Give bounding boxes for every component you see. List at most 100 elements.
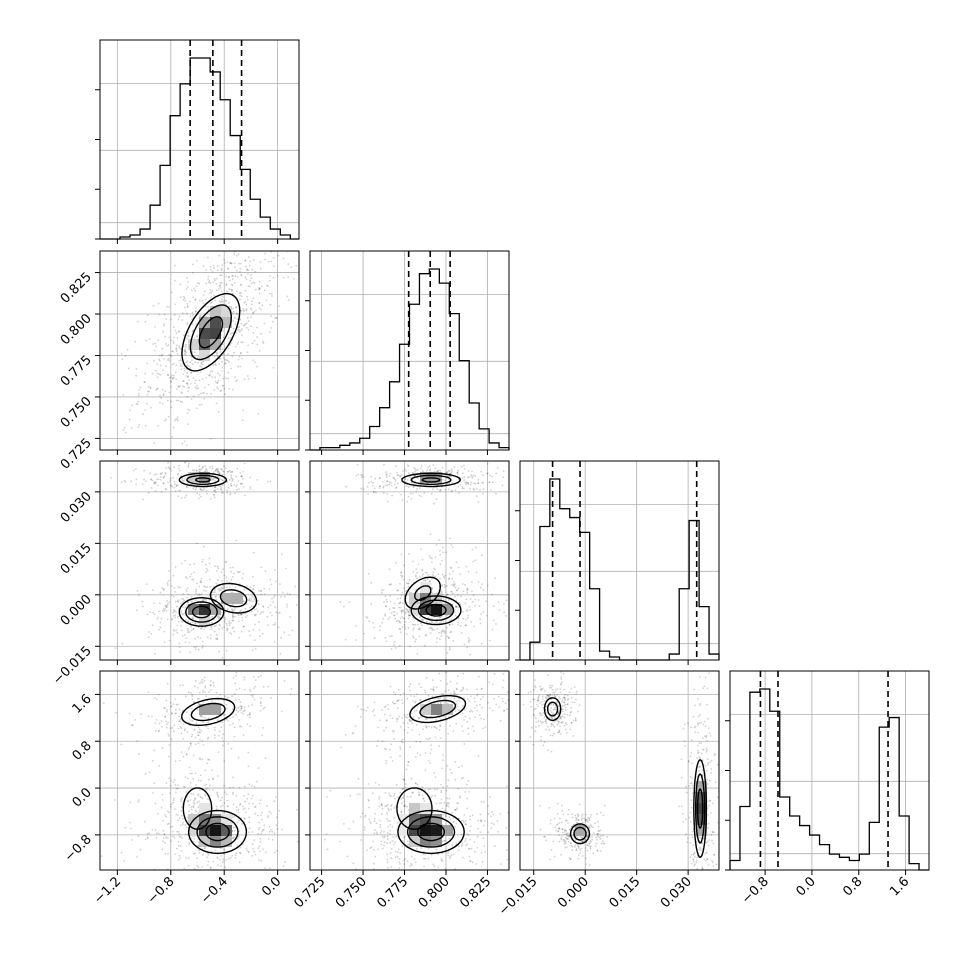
sample-point (402, 470, 404, 472)
sample-point (235, 674, 238, 677)
sample-point (236, 821, 239, 824)
sample-point (249, 279, 252, 282)
sample-point (276, 849, 278, 852)
sample-point (171, 436, 174, 438)
sample-point (241, 616, 244, 619)
sample-point (185, 711, 188, 714)
sample-point (260, 704, 263, 707)
sample-point (268, 292, 271, 295)
sample-point (385, 484, 387, 487)
sample-point (449, 768, 451, 771)
sample-point (213, 630, 216, 633)
sample-point (477, 580, 480, 583)
sample-point (402, 778, 405, 780)
sample-point (237, 329, 240, 332)
sample-point (459, 483, 462, 486)
sample-point (502, 673, 505, 675)
sample-point (184, 619, 187, 622)
sample-point (269, 611, 272, 614)
sample-point (224, 866, 227, 869)
sample-point (267, 285, 269, 287)
sample-point (203, 598, 206, 601)
sample-point (199, 392, 202, 395)
sample-point (153, 749, 156, 752)
sample-point (269, 480, 272, 483)
sample-point (120, 851, 123, 854)
sample-point (226, 290, 229, 293)
sample-point (382, 485, 385, 488)
sample-point (282, 865, 285, 868)
sample-point (260, 566, 263, 569)
sample-point (408, 719, 411, 721)
sample-point (174, 264, 176, 267)
sample-point (454, 693, 456, 696)
sample-point (396, 482, 399, 485)
sample-point (379, 719, 381, 722)
sample-point (543, 716, 546, 719)
sample-point (388, 584, 391, 586)
sample-point (457, 849, 460, 852)
sample-point (453, 697, 456, 700)
sample-point (401, 717, 404, 719)
sample-point (463, 743, 466, 745)
sample-point (384, 614, 387, 617)
sample-point (447, 636, 450, 639)
sample-point (175, 485, 178, 488)
sample-point (198, 800, 201, 803)
sample-point (205, 490, 208, 492)
sample-point (144, 372, 147, 375)
sample-point (183, 867, 186, 870)
sample-point (158, 765, 161, 767)
sample-point (392, 476, 395, 479)
sample-point (199, 594, 201, 597)
sample-point (222, 336, 225, 339)
sample-point (238, 819, 240, 822)
sample-point (464, 624, 467, 627)
sample-point (434, 467, 437, 470)
sample-point (260, 832, 263, 835)
sample-point (213, 355, 216, 358)
sample-point (243, 324, 246, 327)
sample-point (138, 799, 140, 801)
sample-point (221, 492, 223, 494)
sample-point (245, 847, 248, 850)
sample-point (446, 797, 449, 799)
sample-point (384, 613, 386, 616)
sample-point (455, 589, 458, 592)
sample-point (247, 807, 250, 810)
sample-point (175, 364, 178, 367)
sample-point (227, 347, 230, 350)
sample-point (213, 489, 216, 492)
sample-point (191, 772, 194, 775)
sample-point (563, 696, 566, 699)
sample-point (554, 706, 556, 709)
sample-point (219, 847, 222, 850)
sample-point (252, 694, 254, 696)
sample-point (198, 404, 201, 406)
sample-point (425, 633, 427, 636)
sample-point (231, 278, 234, 281)
sample-point (241, 328, 244, 331)
sample-point (403, 468, 406, 471)
contour-line (198, 316, 224, 349)
sample-point (223, 465, 225, 467)
sample-point (436, 470, 439, 473)
sample-point (441, 466, 444, 469)
sample-point (230, 633, 233, 635)
sample-point (454, 692, 456, 694)
sample-point (184, 606, 187, 608)
sample-point (375, 831, 378, 833)
sample-point (386, 492, 388, 495)
sample-point (499, 813, 502, 815)
sample-point (235, 485, 238, 488)
sample-point (238, 328, 240, 331)
sample-point (191, 601, 194, 604)
sample-point (378, 783, 381, 786)
sample-point (135, 483, 138, 486)
sample-point (235, 331, 238, 334)
sample-point (170, 705, 173, 708)
sample-point (197, 687, 199, 689)
sample-point (457, 606, 460, 608)
sample-point (209, 634, 212, 636)
sample-point (172, 801, 175, 804)
